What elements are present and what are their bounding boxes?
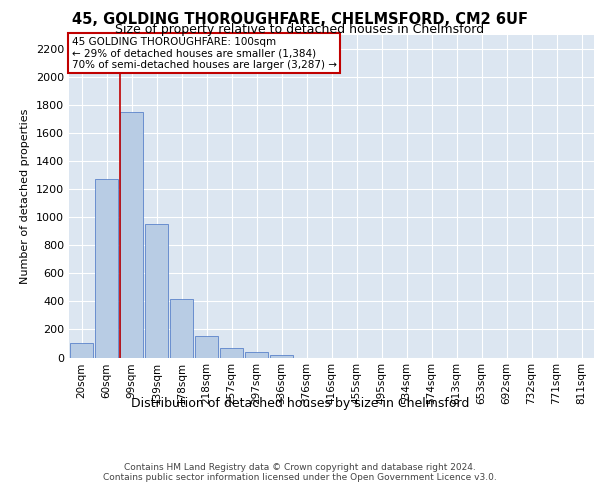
Bar: [120, 112, 143, 358]
Text: Distribution of detached houses by size in Chelmsford: Distribution of detached houses by size …: [131, 398, 469, 410]
Bar: [220, 348, 243, 358]
Text: Contains HM Land Registry data © Crown copyright and database right 2024.: Contains HM Land Registry data © Crown c…: [124, 462, 476, 471]
Bar: [245, 352, 268, 358]
Text: Size of property relative to detached houses in Chelmsford: Size of property relative to detached ho…: [115, 22, 485, 36]
Bar: [270, 354, 293, 358]
Bar: [195, 336, 218, 357]
Bar: [70, 344, 93, 357]
Text: 45 GOLDING THOROUGHFARE: 100sqm
← 29% of detached houses are smaller (1,384)
70%: 45 GOLDING THOROUGHFARE: 100sqm ← 29% of…: [71, 36, 337, 70]
Bar: [145, 224, 168, 358]
Y-axis label: Number of detached properties: Number of detached properties: [20, 108, 31, 284]
Bar: [170, 300, 193, 358]
Text: Contains public sector information licensed under the Open Government Licence v3: Contains public sector information licen…: [103, 474, 497, 482]
Text: 45, GOLDING THOROUGHFARE, CHELMSFORD, CM2 6UF: 45, GOLDING THOROUGHFARE, CHELMSFORD, CM…: [72, 12, 528, 28]
Bar: [95, 180, 118, 358]
